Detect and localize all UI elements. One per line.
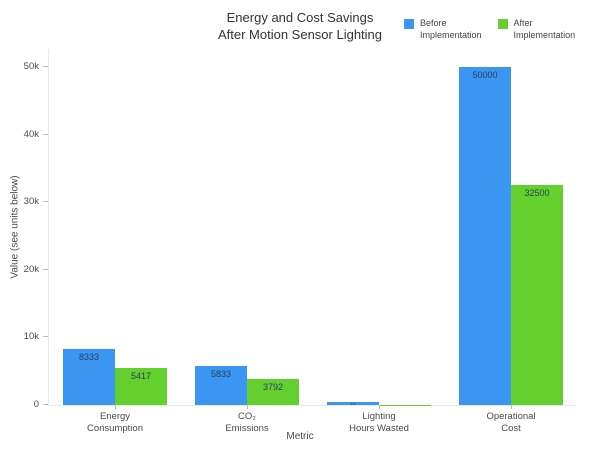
bar-before-energy-consumption[interactable]: 8333 <box>63 348 115 405</box>
x-tick-label-operational-cost: Operational Cost <box>486 411 536 435</box>
bar-value-label: 50000 <box>472 70 498 80</box>
y-tick-mark <box>43 201 48 203</box>
y-axis-title: Value (see units below) <box>9 175 21 279</box>
bar-before-lighting-hours-wasted[interactable]: 375 <box>327 402 379 407</box>
x-tick-mark <box>511 405 512 409</box>
y-tick-mark <box>43 133 48 135</box>
plot-area: 0 10k 20k 30k 40k 50k 8333 5417 Energy Consumptio… <box>24 49 577 434</box>
bar-value-label: 375 <box>350 402 356 407</box>
x-tick-label-co-emissions: CO₂ Emissions <box>225 411 269 435</box>
legend-label: After Implementation <box>513 18 576 41</box>
y-tick-mark <box>43 268 48 270</box>
legend-item-before[interactable]: Before Implementation <box>404 17 482 41</box>
legend: Before Implementation After Implementation <box>404 17 575 41</box>
legend-label: Before Implementation <box>420 18 482 41</box>
y-tick-label: 50k <box>23 61 39 72</box>
y-tick-mark <box>43 404 48 405</box>
chart-title-line2: After Motion Sensor Lighting <box>217 26 383 42</box>
x-tick-label-energy-consumption: Energy Consumption <box>87 411 143 435</box>
bar-value-label: 8333 <box>78 351 100 362</box>
x-tick-label-lighting-hours-wasted: Lighting Hours Wasted <box>349 411 409 435</box>
y-tick-label: 20k <box>23 263 39 275</box>
legend-swatch-after <box>497 19 508 29</box>
bar-before-co-emissions[interactable]: 5833 <box>195 365 247 405</box>
bar-after-energy-consumption[interactable]: 5417 <box>115 368 167 405</box>
legend-swatch-before <box>404 19 414 29</box>
x-tick-mark <box>115 405 116 409</box>
y-tick-label: 30k <box>23 196 39 208</box>
x-axis-title: Metric <box>286 431 314 442</box>
bar-after-operational-cost[interactable]: 32500 <box>511 185 563 405</box>
y-tick-label: 10k <box>23 331 39 343</box>
legend-item-after[interactable]: After Implementation <box>497 17 576 41</box>
y-tick-mark <box>43 336 48 338</box>
x-tick-mark <box>379 405 380 409</box>
bar-after-co-emissions[interactable]: 3792 <box>247 379 299 405</box>
y-tick-mark <box>43 66 48 67</box>
chart-title-line1: Energy and Cost Savings <box>226 10 374 25</box>
bar-value-label: 3792 <box>262 382 284 393</box>
bar-value-label: 5417 <box>130 371 152 382</box>
bar-value-label: 5833 <box>210 368 232 379</box>
bar-value-label: 32500 <box>524 188 550 199</box>
y-tick-label: 40k <box>23 128 39 140</box>
bar-before-operational-cost[interactable]: 50000 <box>459 67 511 405</box>
chart-title: Energy and Cost Savings After Motion Sen… <box>0 10 600 44</box>
x-tick-mark <box>247 405 248 409</box>
y-tick-label: 0 <box>33 399 39 410</box>
